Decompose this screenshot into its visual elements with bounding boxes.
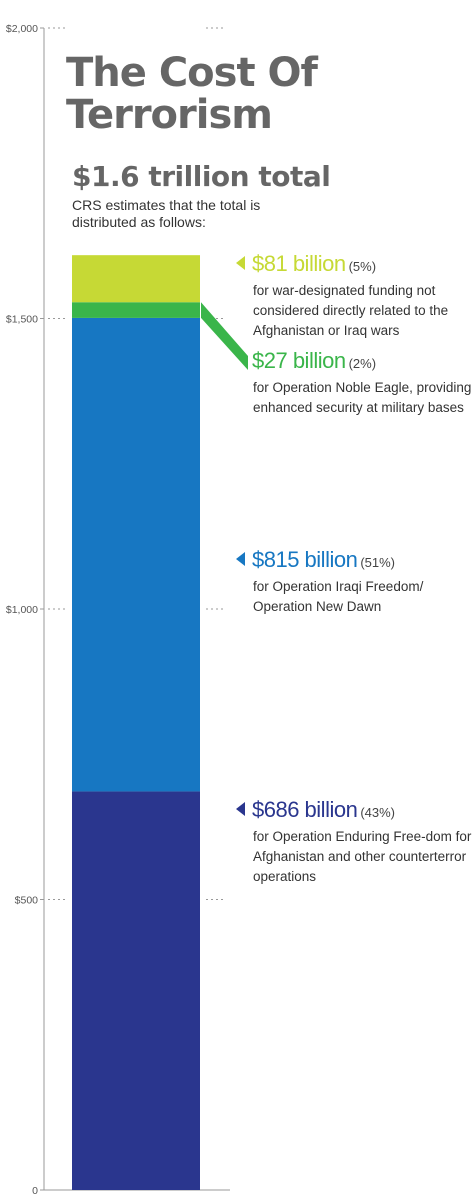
segment-description: for Operation Iraqi Freedom/ Operation N…	[253, 579, 424, 614]
annotation-heading: $686 billion (43%)	[236, 796, 472, 827]
y-tick-label: $1,000	[6, 604, 38, 616]
y-tick-label: $1,500	[6, 314, 38, 326]
chart-title: The Cost Of Terrorism	[66, 50, 318, 138]
segment-amount: $81 billion	[252, 251, 346, 276]
bar-segment	[72, 317, 200, 792]
segment-amount: $27 billion	[252, 348, 346, 373]
segment-annotation: $27 billion (2%) for Operation Noble Eagle…	[236, 347, 472, 418]
segment-percent: (2%)	[348, 356, 377, 371]
annotation-heading: $81 billion (5%)	[236, 250, 472, 281]
annotation-heading: $815 billion (51%)	[236, 546, 472, 577]
segment-annotation: $815 billion (51%) for Operation Iraqi Fre…	[236, 546, 472, 617]
segment-description: for Operation Noble Eagle, providing enh…	[253, 380, 472, 415]
bar-segment	[72, 302, 200, 318]
pointer-arrow-icon	[236, 802, 245, 816]
segment-annotation: $81 billion (5%) for war-designated fundin…	[236, 250, 472, 341]
segment-annotation: $686 billion (43%) for Operation Enduring …	[236, 796, 472, 887]
segment-percent: (51%)	[360, 555, 395, 570]
y-tick-label: $500	[15, 895, 39, 907]
pointer-arrow-icon	[236, 256, 245, 270]
segment-description: for war-designated funding not considere…	[253, 283, 449, 338]
chart-subtitle: CRS estimates that the total is distribu…	[72, 197, 261, 230]
segment-percent: (5%)	[348, 259, 377, 274]
segment-description: for Operation Enduring Free-dom for Afgh…	[253, 829, 472, 884]
y-tick-label: 0	[32, 1185, 38, 1197]
y-tick-label: $2,000	[6, 23, 38, 35]
segment-connector	[201, 302, 248, 370]
segment-amount: $815 billion	[252, 547, 358, 572]
total-label: $1.6 trillion total	[72, 160, 331, 193]
annotation-heading: $27 billion (2%)	[236, 347, 472, 378]
segment-amount: $686 billion	[252, 797, 358, 822]
segment-percent: (43%)	[360, 805, 395, 820]
bar-segment	[72, 255, 200, 303]
pointer-arrow-icon	[236, 552, 245, 566]
bar-segment	[72, 791, 200, 1190]
